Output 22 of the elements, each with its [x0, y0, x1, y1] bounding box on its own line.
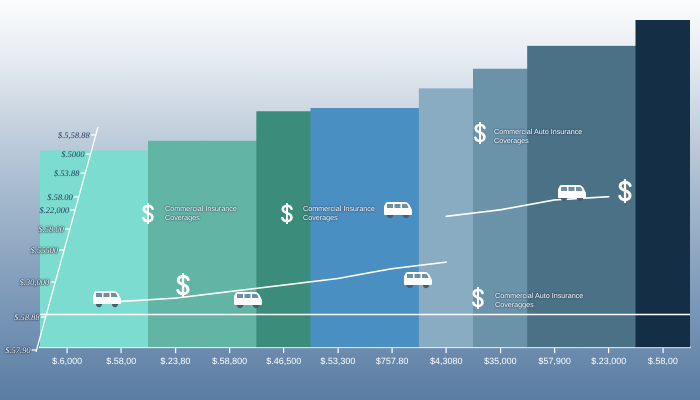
annotation: $.5,58.88	[58, 130, 90, 140]
x-tick-label: $.58,00	[648, 356, 678, 366]
x-tick-label: $57,900	[538, 356, 571, 366]
annotation: $.5000	[61, 148, 85, 160]
annotation: $.30,000	[20, 276, 50, 288]
x-tick-label: $.23,80	[160, 356, 190, 366]
x-tick-label: $.6,000	[52, 356, 82, 366]
x-tick-label: $.53,300	[320, 356, 356, 366]
x-tick-label: $757.80	[376, 356, 408, 366]
annotation: $.55500	[30, 244, 58, 256]
x-tick-label: $.58,800	[212, 356, 248, 366]
x-tick-label: $4,3080	[430, 356, 463, 366]
annotation: $.58.00	[38, 224, 64, 234]
x-tick-label: $35,000	[484, 356, 517, 366]
x-tick-label: $.23,000	[591, 356, 626, 366]
annotation: $.58.00	[47, 192, 73, 202]
text: $.57.90	[5, 344, 31, 356]
annotation: $.58.88	[14, 312, 40, 322]
annotation: $.53.88	[54, 168, 80, 178]
annotation: $.22,000	[39, 204, 70, 216]
x-tick-label: $.46,500	[266, 356, 302, 366]
x-tick-label: $.58,00	[106, 356, 136, 366]
